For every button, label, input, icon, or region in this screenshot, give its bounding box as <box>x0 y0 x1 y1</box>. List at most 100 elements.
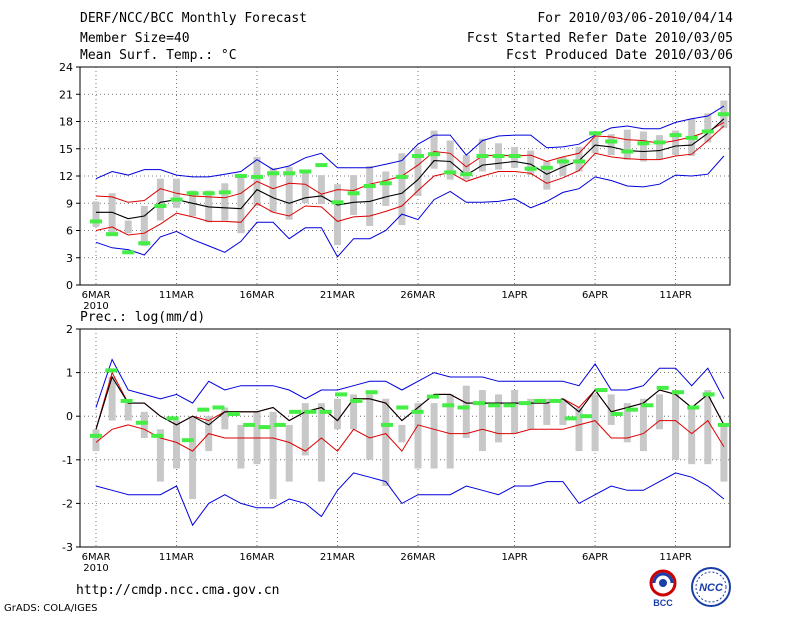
panel2-observed-marker <box>626 407 639 412</box>
panel1-observed-marker <box>331 200 344 205</box>
panel1-observed-marker <box>573 159 585 164</box>
panel2-observed-marker <box>166 416 179 421</box>
panel1-line-min <box>95 155 725 258</box>
panel1-observed-marker <box>315 163 328 168</box>
panel1-box-bar <box>543 161 551 190</box>
panel1-observed-marker <box>395 174 408 179</box>
panel2-observed-marker <box>90 433 102 438</box>
panel2-observed-marker <box>534 398 547 403</box>
panel1-xtick-label: 6APR <box>582 290 608 301</box>
panel2-observed-marker <box>426 394 439 399</box>
panel1-observed-marker <box>508 154 521 159</box>
panel1-observed-marker <box>138 241 151 246</box>
panel1-box-bar <box>607 134 615 156</box>
panel1-box-bar <box>672 130 680 156</box>
panel2-box-bar <box>269 411 277 500</box>
panel2-title: Prec.: log(mm/d) <box>80 310 205 325</box>
panel2-box-bar <box>140 411 148 438</box>
panel2-box-bar <box>350 394 358 430</box>
panel1-ytick-label: 12 <box>59 170 73 183</box>
panel1-ytick-label: 18 <box>59 116 73 129</box>
panel1-box-bar <box>382 171 390 206</box>
panel2-ytick-label: 2 <box>66 323 73 336</box>
panel2-xtick-label: 26MAR <box>400 552 435 563</box>
panel2-observed-marker <box>549 398 562 403</box>
panel2-box-bar <box>720 424 728 482</box>
panel2-box-bar <box>478 390 486 452</box>
panel2-observed-marker <box>671 390 684 395</box>
panel2-xtick-label: 6APR <box>582 552 608 563</box>
panel1-box-bar <box>623 129 631 160</box>
panel1-ytick-label: 15 <box>59 143 73 156</box>
panel2-observed-marker <box>580 414 593 419</box>
panel2-box-bar <box>334 398 341 430</box>
panel2-line-spread-lower <box>95 419 725 452</box>
panel2-observed-marker <box>442 403 455 408</box>
panel2-ytick-label: -3 <box>62 541 73 554</box>
panel1-xtick-label: 11APR <box>659 290 692 301</box>
panel1-ytick-label: 6 <box>66 225 73 238</box>
panel1-observed-marker <box>589 131 602 136</box>
panel1-observed-marker <box>299 169 312 174</box>
panel2-observed-marker <box>518 401 531 406</box>
panel1-observed-marker <box>154 203 167 208</box>
bcc-logo-text: BCC <box>653 598 673 608</box>
panel1-observed-marker <box>363 183 376 188</box>
panel1-ytick-label: 24 <box>59 61 73 74</box>
panel2-box-bar <box>575 407 583 452</box>
panel2-observed-marker <box>610 412 623 417</box>
panel1-line-mean <box>96 118 725 220</box>
panel2-box-bar <box>156 429 164 482</box>
panel1-box-bar <box>414 148 422 196</box>
panel1-xtick-label: 1APR <box>502 290 528 301</box>
panel1-ytick-label: 21 <box>59 88 73 101</box>
panel2-box-bar <box>221 407 229 430</box>
panel1-observed-marker <box>492 154 505 159</box>
panel1-xtick-label: 6MAR <box>82 290 111 301</box>
panel1-observed-marker <box>412 154 424 159</box>
panel1-observed-marker <box>428 152 441 157</box>
panel2-observed-marker <box>411 409 424 414</box>
panel2-box-bar <box>398 424 406 443</box>
panel1-box-bar <box>269 167 277 213</box>
panel2-box-bar <box>672 390 680 460</box>
panel2-xtick-year: 2010 <box>83 563 108 574</box>
panel2-observed-marker <box>319 409 332 414</box>
panel1-observed-marker <box>621 149 634 154</box>
panel2-ytick-label: 1 <box>66 367 73 380</box>
panel2-box-bar <box>607 394 615 425</box>
panel1-observed-marker <box>685 135 698 140</box>
ncc-logo-text: NCC <box>699 582 724 594</box>
panel2-box-bar <box>92 429 100 452</box>
panel2-ytick-label: 0 <box>66 410 73 423</box>
panel2-observed-marker <box>641 403 654 408</box>
member-size: Member Size=40 <box>80 31 190 46</box>
panel2-observed-marker <box>120 398 133 403</box>
panel1-observed-marker <box>444 170 457 175</box>
panel1-box-bar <box>446 140 454 180</box>
panel2-line-mean <box>95 375 725 430</box>
panel1-observed-marker <box>234 174 247 178</box>
panel1-ytick-label: 3 <box>66 252 73 265</box>
panel1-box-bar <box>334 184 341 246</box>
panel2-box-bar <box>704 390 712 465</box>
panel1-observed-marker <box>251 174 263 179</box>
source-url[interactable]: http://cmdp.ncc.cma.gov.cn <box>76 583 280 598</box>
variable-label: Mean Surf. Temp.: °C <box>80 48 237 63</box>
panel2-observed-marker <box>197 407 210 412</box>
panel2-observed-marker <box>350 398 363 403</box>
panel2-observed-marker <box>702 392 715 397</box>
panel2-line-min <box>95 472 725 527</box>
panel1-box-bar <box>430 130 438 169</box>
panel1-box-bar <box>366 166 374 226</box>
panel1-observed-marker <box>669 133 682 138</box>
panel2-observed-marker <box>457 405 470 410</box>
panel2-observed-marker <box>243 422 256 427</box>
panel2-box-bar <box>495 394 502 443</box>
panel1-box-bar <box>237 174 245 234</box>
panel1-observed-marker <box>379 181 392 186</box>
panel2-box-bar <box>317 403 325 482</box>
panel2-box-bar <box>414 403 422 469</box>
panel1-observed-marker <box>106 232 119 237</box>
